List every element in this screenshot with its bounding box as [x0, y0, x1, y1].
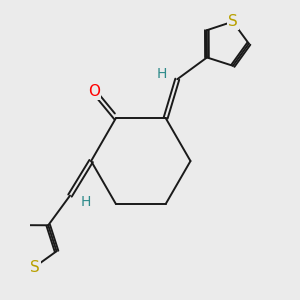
Text: H: H [80, 195, 91, 209]
Text: S: S [228, 14, 238, 29]
Text: O: O [88, 83, 100, 98]
Text: S: S [29, 260, 39, 275]
Text: H: H [157, 67, 167, 81]
